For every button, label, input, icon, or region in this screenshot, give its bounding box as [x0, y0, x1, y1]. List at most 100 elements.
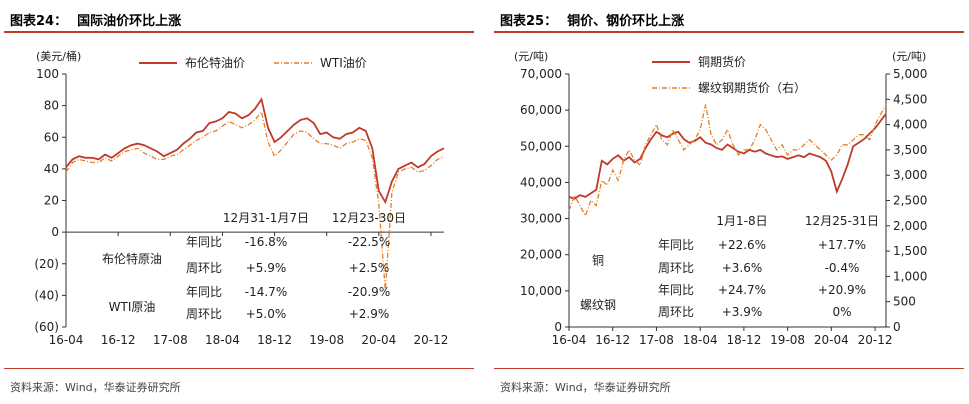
y-tick-label: 0	[554, 320, 562, 334]
figure-title: 图表24： 国际油价环比上涨	[10, 10, 181, 29]
y-tick-label: 100	[36, 67, 59, 81]
y-tick-label: 0	[51, 225, 59, 239]
y-tick-label: 10,000	[520, 284, 562, 298]
table-metric-label: 周环比	[658, 261, 694, 275]
table-group-label: 布伦特原油	[102, 251, 162, 266]
table-metric-label: 周环比	[186, 261, 222, 275]
legend-label-1: WTI油价	[320, 56, 367, 70]
table-value: -0.4%	[825, 261, 860, 275]
x-tick-label: 17-08	[639, 333, 674, 347]
y-tick-label: (20)	[34, 257, 59, 271]
metal-price-figure: 图表25： 铜价、钢价环比上涨 70,000 60,000 50,000 40,000 3…	[494, 0, 964, 404]
y-tick-label: (60)	[34, 320, 59, 334]
y2-tick-label: 1,000	[893, 269, 927, 283]
table-value: +22.6%	[718, 238, 766, 252]
table-metric-label: 年同比	[186, 235, 222, 249]
y-tick-label: 30,000	[520, 212, 562, 226]
x-tick-label: 20-12	[414, 333, 449, 347]
figure-title: 图表25： 铜价、钢价环比上涨	[500, 10, 684, 29]
x-tick-label: 18-12	[726, 333, 761, 347]
x-tick-label: 19-08	[309, 333, 344, 347]
y-axis-unit-label: (美元/桶)	[36, 49, 81, 63]
table-value: +2.9%	[349, 307, 390, 321]
table-group-label: 螺纹钢	[580, 298, 616, 312]
figure-title-text: 铜价、钢价环比上涨	[567, 14, 685, 29]
table-value: +17.7%	[818, 238, 866, 252]
y2-tick-label: 3,000	[893, 168, 927, 182]
y2-tick-label: 4,000	[893, 118, 927, 132]
table-value: -20.9%	[348, 285, 390, 299]
y-tick-label: 80	[44, 99, 59, 113]
x-tick-label: 18-12	[257, 333, 292, 347]
table-value: +2.5%	[349, 261, 390, 275]
source-note: 资料来源：Wind，华泰证券研究所	[500, 381, 671, 394]
table-col-header: 1月1-8日	[716, 214, 767, 228]
metal-price-chart: 70,000 60,000 50,000 40,000 30,000 20,000 10,0…	[514, 50, 927, 347]
x-tick-label: 20-04	[814, 333, 849, 347]
table-value: +3.6%	[722, 261, 763, 275]
y-tick-label: 70,000	[520, 67, 562, 81]
x-tick-label: 16-12	[595, 333, 630, 347]
y-tick-label: 60,000	[520, 103, 562, 117]
table-metric-label: 周环比	[186, 307, 222, 321]
y2-axis-unit-label: (元/吨)	[892, 50, 926, 63]
table-group-label: 铜	[592, 253, 604, 268]
x-tick-label: 18-04	[205, 333, 240, 347]
table-col-header: 12月31-1月7日	[223, 211, 309, 225]
series-line-1	[568, 104, 887, 218]
series-line-0	[568, 113, 887, 200]
table-metric-label: 年同比	[186, 285, 222, 299]
legend-label-0: 布伦特油价	[185, 55, 245, 70]
x-tick-label: 17-08	[153, 333, 188, 347]
y2-tick-label: 1,500	[893, 244, 927, 258]
table-value: +20.9%	[818, 283, 866, 297]
table-col-header: 12月25-31日	[805, 214, 879, 228]
oil-price-figure: 图表24： 国际油价环比上涨 100 80 60 40 20 0 (20) (40) (60) (美…	[4, 0, 474, 404]
x-tick-label: 16-04	[552, 333, 587, 347]
title-rule	[4, 31, 474, 33]
y2-tick-label: 5,000	[893, 67, 927, 81]
y-tick-label: 50,000	[520, 139, 562, 153]
y-tick-label: 40,000	[520, 175, 562, 189]
title-rule	[494, 31, 964, 33]
y-tick-label: 20,000	[520, 248, 562, 262]
table-metric-label: 年同比	[658, 283, 694, 297]
figure-number: 图表25：	[500, 14, 558, 29]
y2-tick-label: 3,500	[893, 143, 927, 157]
y-tick-label: (40)	[34, 288, 59, 302]
figure-number: 图表24：	[10, 14, 68, 29]
y-tick-label: 40	[44, 162, 59, 176]
y2-tick-label: 2,000	[893, 219, 927, 233]
y2-tick-label: 500	[893, 295, 916, 309]
figure-title-text: 国际油价环比上涨	[77, 14, 182, 29]
x-tick-label: 16-12	[101, 333, 136, 347]
y2-tick-label: 0	[893, 320, 901, 334]
table-value: +24.7%	[718, 283, 766, 297]
y-tick-label: 20	[44, 194, 59, 208]
x-tick-label: 20-12	[858, 333, 893, 347]
y-axis-unit-label: (元/吨)	[514, 50, 548, 63]
table-metric-label: 周环比	[658, 305, 694, 319]
legend-label-0: 铜期货价	[698, 54, 746, 69]
table-metric-label: 年同比	[658, 238, 694, 252]
table-value: -16.8%	[245, 235, 287, 249]
y2-tick-label: 2,500	[893, 194, 927, 208]
source-note: 资料来源：Wind，华泰证券研究所	[10, 381, 181, 394]
y-tick-label: 60	[44, 130, 59, 144]
x-tick-label: 16-04	[49, 333, 84, 347]
table-value: 0%	[832, 305, 851, 319]
series-line-1	[65, 110, 445, 291]
x-tick-label: 19-08	[770, 333, 805, 347]
table-value: -14.7%	[245, 285, 287, 299]
oil-price-chart: 100 80 60 40 20 0 (20) (40) (60) (美元/桶) 16-04 16-12…	[34, 49, 449, 347]
table-value: +5.0%	[246, 307, 287, 321]
x-tick-label: 18-04	[683, 333, 718, 347]
legend-label-1: 螺纹钢期货价（右）	[698, 80, 806, 95]
series-line-0	[65, 97, 445, 205]
footer-rule	[494, 368, 964, 369]
table-value: +5.9%	[246, 261, 287, 275]
footer-rule	[4, 368, 474, 369]
table-col-header: 12月23-30日	[332, 211, 406, 225]
table-value: +3.9%	[722, 305, 763, 319]
table-value: -22.5%	[348, 235, 390, 249]
